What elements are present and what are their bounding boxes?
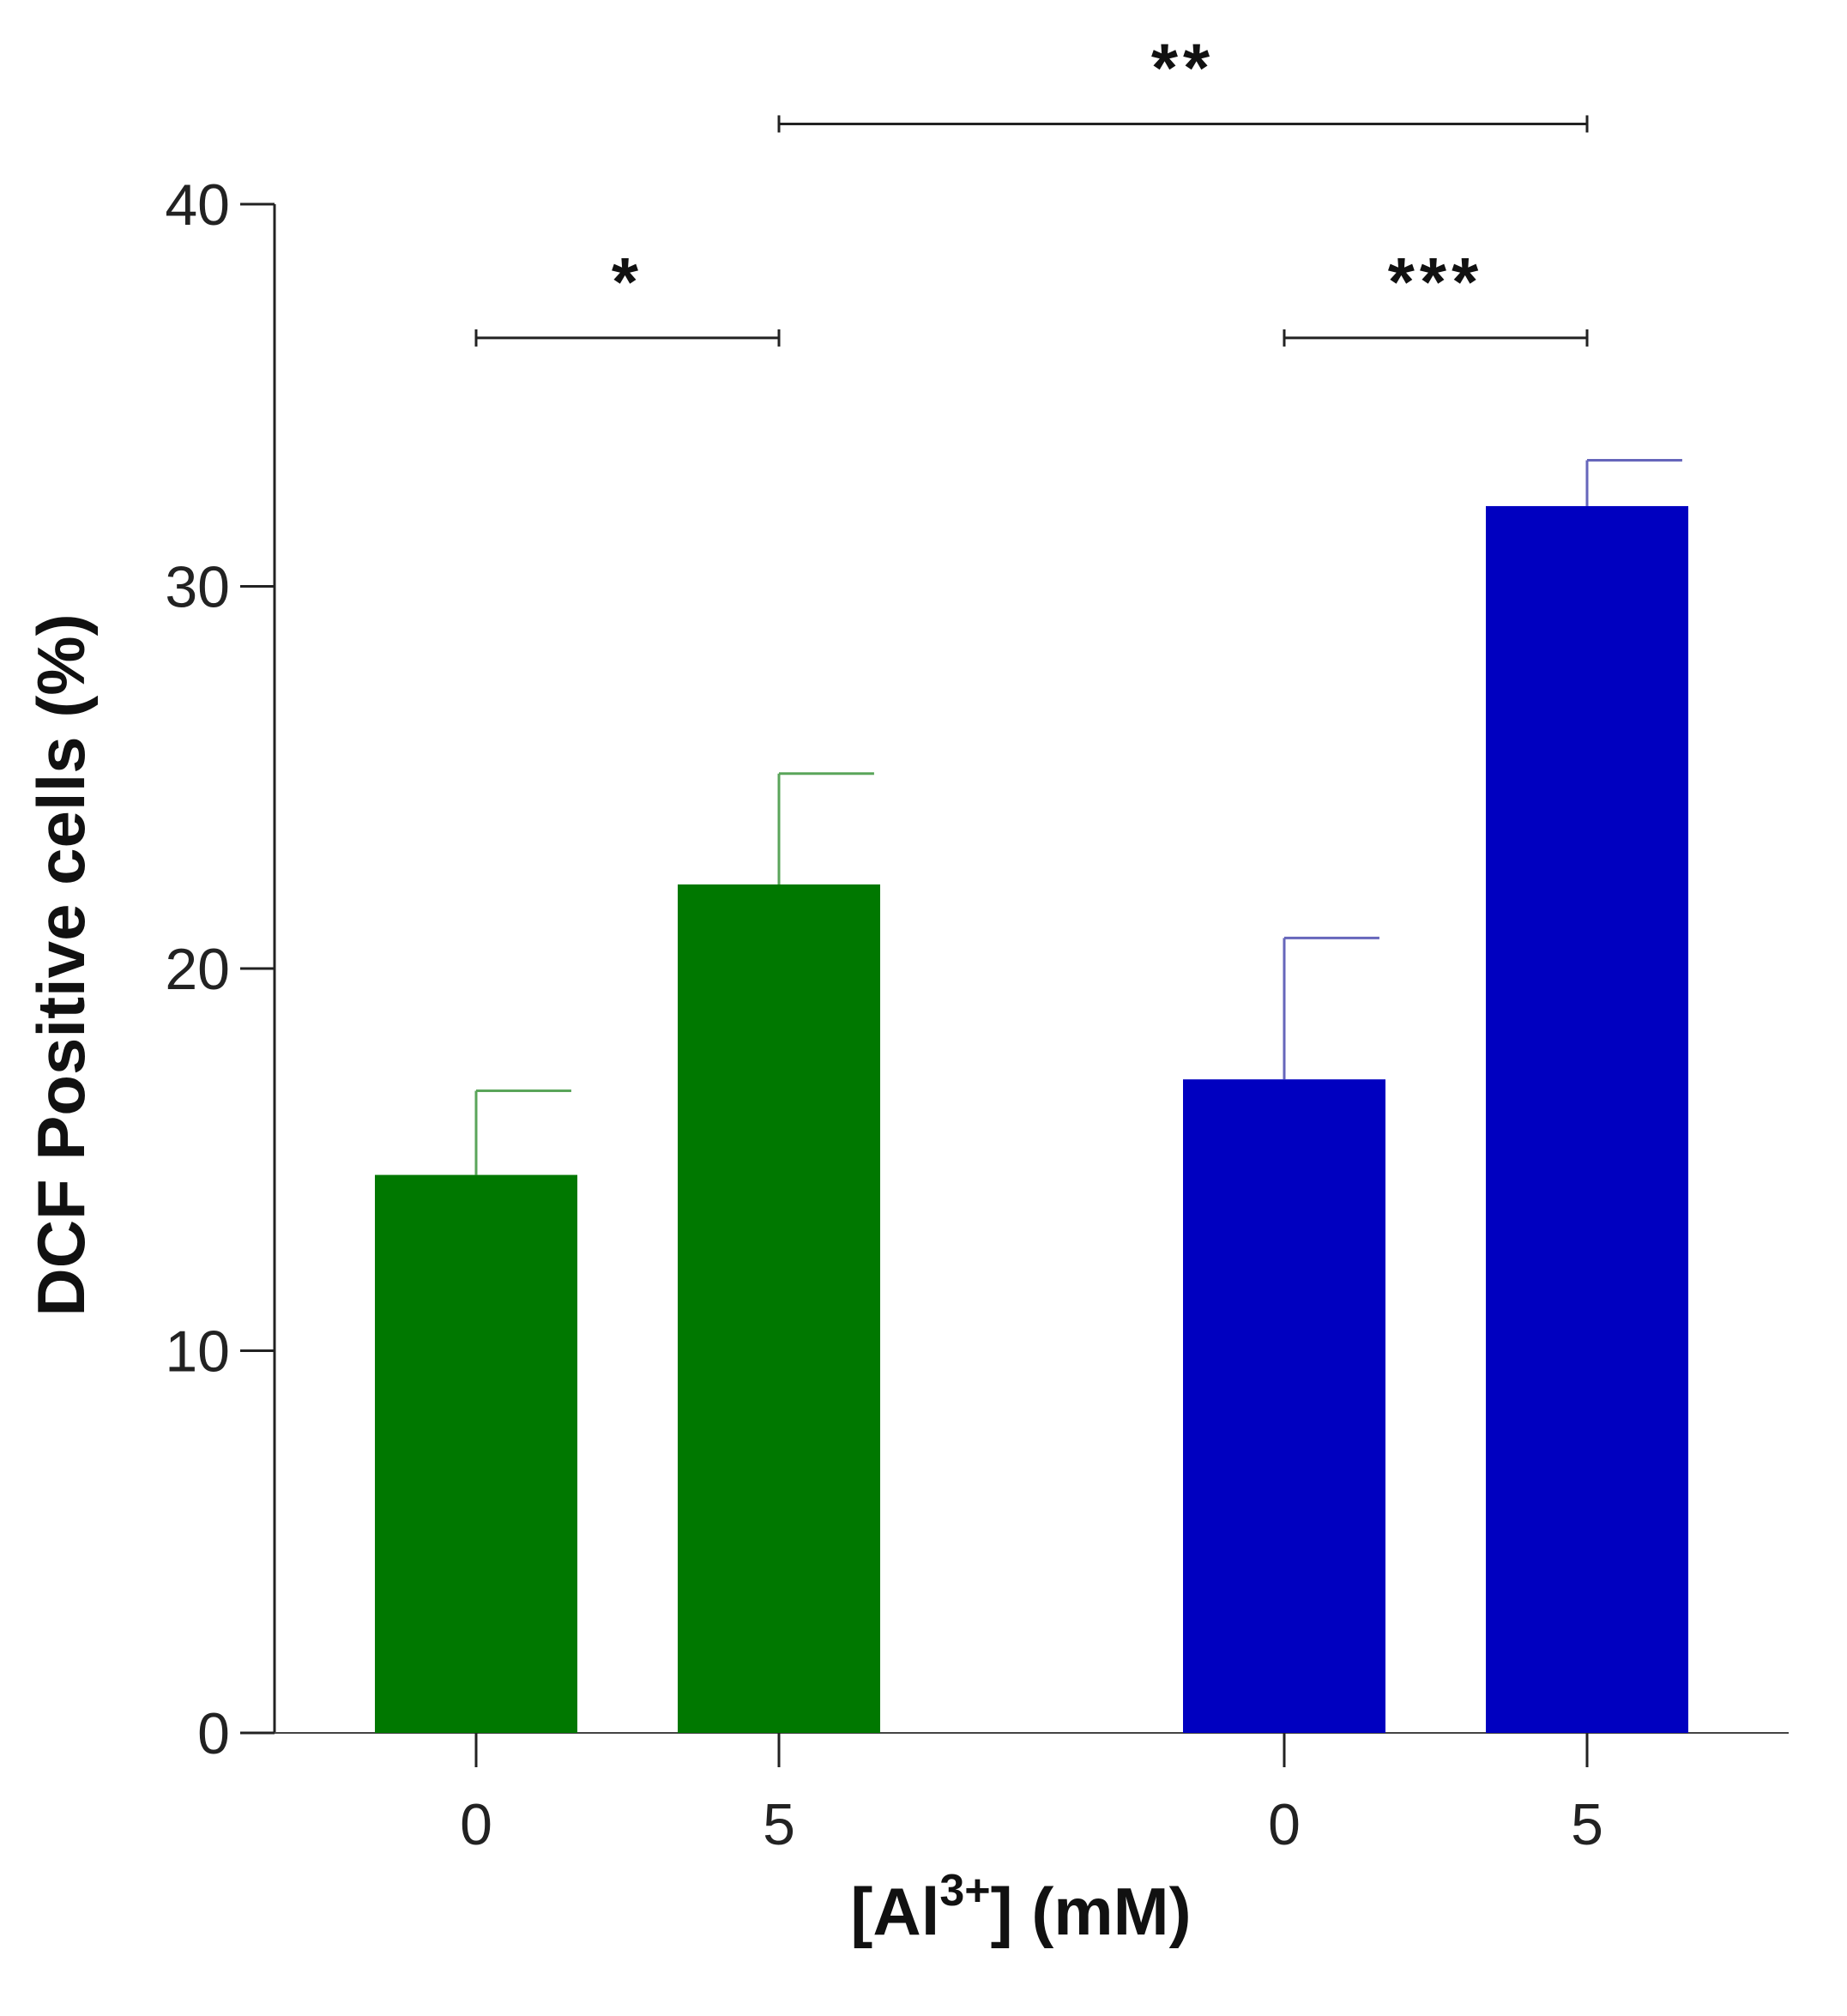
y-tick-label: 30 — [165, 555, 230, 620]
y-tick-label: 40 — [165, 172, 230, 238]
x-axis: 0 5 0 5 — [275, 1732, 1789, 1857]
significance-label: * — [612, 244, 643, 320]
x-tick-label: 0 — [460, 1792, 492, 1857]
bar — [1486, 505, 1688, 1733]
bar — [375, 1174, 577, 1733]
y-tick-label: 20 — [165, 937, 230, 1002]
x-axis-title-superscript: 3+ — [939, 1866, 990, 1916]
bars — [375, 505, 1688, 1733]
x-tick-label: 5 — [763, 1792, 795, 1857]
bar — [1183, 1079, 1385, 1733]
x-axis-title-suffix: ] (mM) — [991, 1874, 1192, 1949]
significance-label: *** — [1388, 244, 1483, 320]
y-tick-label: 0 — [197, 1701, 230, 1766]
x-tick-label: 0 — [1268, 1792, 1301, 1857]
y-axis-title: DCF Positive cells (%) — [23, 613, 99, 1316]
x-axis-title: [Al3+] (mM) — [850, 1866, 1191, 1949]
significance-label: ** — [1151, 29, 1215, 106]
y-axis: 0 10 20 30 40 — [165, 172, 276, 1766]
x-tick-label: 5 — [1571, 1792, 1603, 1857]
error-bars — [474, 458, 1682, 1175]
bar — [678, 884, 880, 1733]
x-axis-title-prefix: [Al — [850, 1874, 939, 1949]
y-tick-label: 10 — [165, 1319, 230, 1385]
significance-brackets: * ***** — [474, 29, 1589, 347]
